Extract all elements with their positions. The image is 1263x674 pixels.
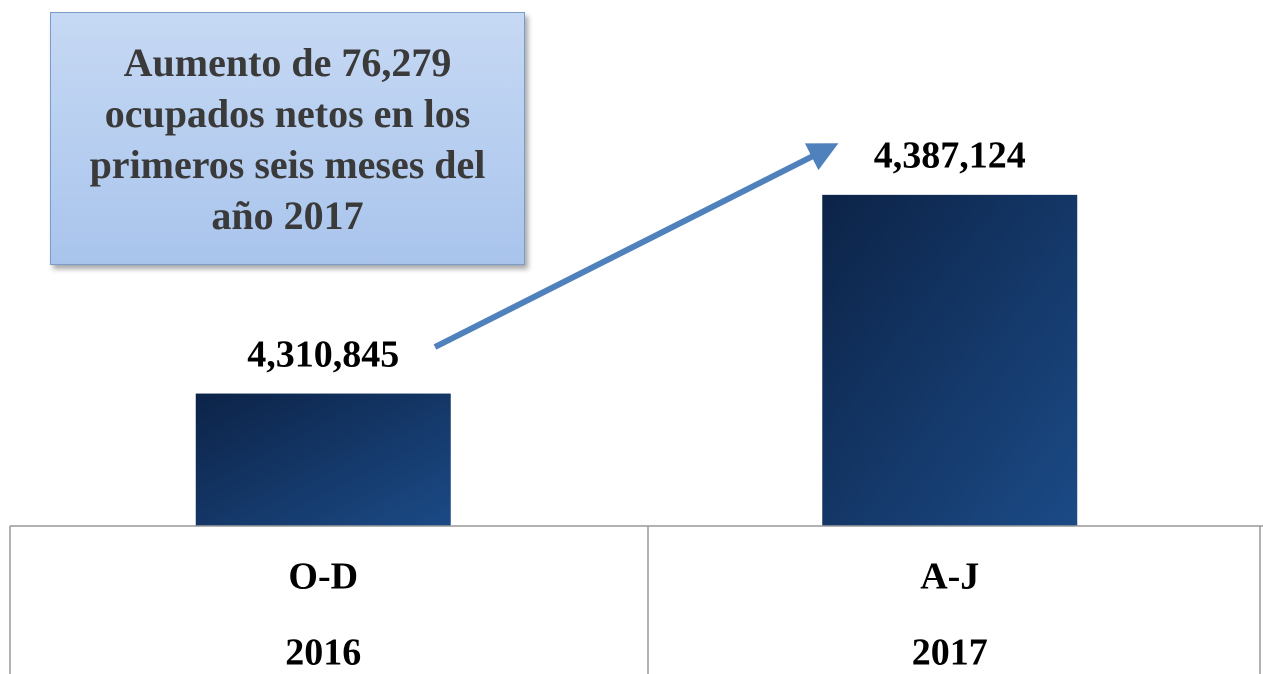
category-label: 2016 xyxy=(285,632,361,674)
bar xyxy=(195,393,451,526)
bars xyxy=(195,194,1078,526)
category-label: 2017 xyxy=(912,632,988,674)
value-label: 4,310,845 xyxy=(247,333,399,375)
category-label: O-D xyxy=(288,556,358,598)
arrow xyxy=(433,143,839,350)
category-label: A-J xyxy=(920,556,979,598)
bar xyxy=(822,194,1078,526)
value-label: 4,387,124 xyxy=(874,135,1026,177)
annotation: Aumento de 76,279 ocupados netos en los … xyxy=(50,12,525,265)
